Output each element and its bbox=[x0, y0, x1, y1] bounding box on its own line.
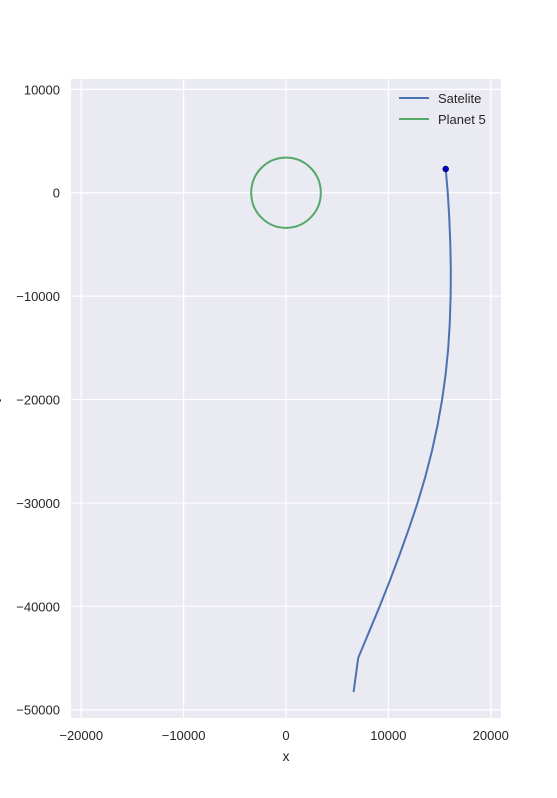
y-tick-label: 0 bbox=[53, 186, 60, 201]
y-tick-label: −50000 bbox=[16, 703, 60, 718]
y-tick-label: 10000 bbox=[24, 82, 60, 97]
y-tick-label: −40000 bbox=[16, 599, 60, 614]
series-line-planet-5 bbox=[250, 156, 322, 229]
legend: Satelite Planet 5 bbox=[399, 91, 486, 127]
series-line-satelite bbox=[352, 168, 452, 693]
x-tick-label: 0 bbox=[282, 728, 289, 743]
y-tick-label: −10000 bbox=[16, 289, 60, 304]
legend-label: Planet 5 bbox=[438, 112, 486, 127]
legend-label: Satelite bbox=[438, 91, 481, 106]
y-tick-label: −30000 bbox=[16, 496, 60, 511]
x-tick-label: 20000 bbox=[473, 728, 509, 743]
x-tick-label: −10000 bbox=[162, 728, 206, 743]
tick-labels: −20000 −10000 0 10000 20000 10000 0 −10000 −2000… bbox=[16, 82, 509, 743]
satelite-position-marker bbox=[442, 165, 449, 173]
grid-lines bbox=[71, 79, 501, 718]
y-axis-label: y bbox=[0, 395, 1, 402]
x-tick-label: 10000 bbox=[370, 728, 406, 743]
y-tick-label: −20000 bbox=[16, 393, 60, 408]
x-tick-label: −20000 bbox=[59, 728, 103, 743]
x-axis-label: x bbox=[283, 748, 290, 764]
data-series bbox=[250, 156, 452, 693]
